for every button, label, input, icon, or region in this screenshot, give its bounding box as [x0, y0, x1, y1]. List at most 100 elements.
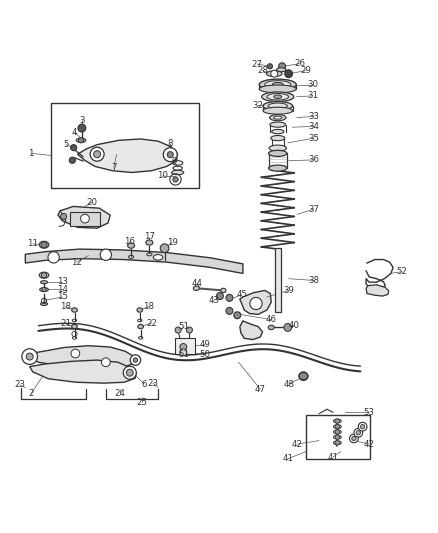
Text: 40: 40 [288, 321, 299, 330]
Circle shape [175, 327, 181, 333]
Text: 7: 7 [111, 163, 117, 172]
Text: 3: 3 [79, 116, 85, 125]
Circle shape [42, 272, 47, 278]
Text: 30: 30 [307, 80, 318, 89]
Bar [306, 415, 371, 459]
Text: 27: 27 [252, 60, 263, 69]
Text: 50: 50 [200, 350, 211, 359]
Circle shape [133, 358, 138, 362]
Circle shape [335, 430, 339, 434]
Text: 49: 49 [200, 341, 211, 349]
Circle shape [69, 157, 75, 163]
Text: 51: 51 [179, 322, 190, 331]
Ellipse shape [265, 80, 291, 88]
Ellipse shape [146, 240, 153, 245]
Text: 12: 12 [71, 257, 82, 266]
Text: 18: 18 [60, 302, 71, 311]
Text: 32: 32 [253, 101, 264, 110]
Ellipse shape [39, 272, 49, 278]
Ellipse shape [272, 130, 284, 134]
Circle shape [78, 138, 84, 143]
Polygon shape [366, 285, 389, 296]
Text: 13: 13 [57, 277, 68, 286]
Ellipse shape [41, 302, 47, 305]
Ellipse shape [138, 325, 144, 329]
Text: 47: 47 [255, 385, 266, 394]
Polygon shape [25, 346, 136, 369]
Ellipse shape [259, 85, 296, 93]
Circle shape [360, 424, 365, 429]
Circle shape [26, 353, 33, 360]
Ellipse shape [333, 425, 341, 429]
Text: 46: 46 [266, 315, 277, 324]
Circle shape [335, 424, 339, 429]
Ellipse shape [333, 441, 341, 445]
Text: 2: 2 [28, 389, 34, 398]
Circle shape [130, 355, 141, 365]
Polygon shape [30, 360, 136, 383]
Text: 17: 17 [144, 232, 155, 241]
Ellipse shape [274, 95, 282, 99]
Circle shape [271, 70, 278, 77]
Text: 18: 18 [143, 302, 154, 311]
Text: 42: 42 [292, 440, 303, 449]
Text: 19: 19 [166, 238, 177, 247]
Text: 33: 33 [308, 112, 319, 121]
Text: 44: 44 [192, 279, 203, 287]
Text: 36: 36 [308, 156, 319, 164]
Ellipse shape [272, 83, 283, 87]
Ellipse shape [41, 281, 47, 284]
Circle shape [335, 435, 339, 439]
Text: 41: 41 [282, 454, 293, 463]
Circle shape [216, 293, 223, 300]
Text: 31: 31 [307, 91, 318, 100]
Text: 29: 29 [300, 66, 311, 75]
Circle shape [163, 148, 177, 161]
Circle shape [299, 372, 308, 381]
Text: 21: 21 [60, 319, 71, 328]
Ellipse shape [40, 288, 48, 292]
Ellipse shape [153, 255, 163, 260]
Ellipse shape [263, 102, 293, 110]
Circle shape [123, 366, 136, 379]
Circle shape [234, 312, 241, 319]
Circle shape [186, 327, 192, 333]
Text: 1: 1 [28, 149, 34, 158]
Circle shape [100, 249, 112, 261]
Ellipse shape [221, 288, 226, 293]
Text: 34: 34 [308, 122, 319, 131]
Circle shape [356, 431, 360, 435]
Ellipse shape [267, 93, 289, 100]
Circle shape [350, 434, 358, 443]
Ellipse shape [268, 103, 287, 109]
Text: 51: 51 [179, 350, 190, 359]
Ellipse shape [333, 419, 341, 423]
Circle shape [81, 214, 89, 223]
Text: 37: 37 [308, 205, 319, 214]
Ellipse shape [333, 435, 341, 439]
Text: 4: 4 [72, 128, 77, 137]
Circle shape [279, 63, 286, 70]
Polygon shape [25, 249, 243, 273]
Polygon shape [58, 206, 110, 228]
Ellipse shape [268, 165, 287, 171]
Ellipse shape [268, 150, 287, 156]
Ellipse shape [266, 71, 282, 77]
Text: 41: 41 [328, 453, 339, 462]
Ellipse shape [268, 325, 274, 329]
Circle shape [48, 252, 59, 263]
Circle shape [126, 369, 133, 376]
Text: 8: 8 [167, 139, 173, 148]
Ellipse shape [72, 325, 78, 329]
Circle shape [226, 294, 233, 301]
Bar [70, 212, 100, 225]
Ellipse shape [127, 243, 134, 248]
Ellipse shape [39, 241, 49, 248]
Text: 9: 9 [172, 157, 177, 166]
Circle shape [94, 151, 101, 158]
Circle shape [285, 70, 293, 78]
Text: 45: 45 [236, 290, 247, 300]
Circle shape [354, 429, 363, 437]
Text: 10: 10 [157, 172, 168, 181]
Text: 20: 20 [86, 198, 97, 207]
